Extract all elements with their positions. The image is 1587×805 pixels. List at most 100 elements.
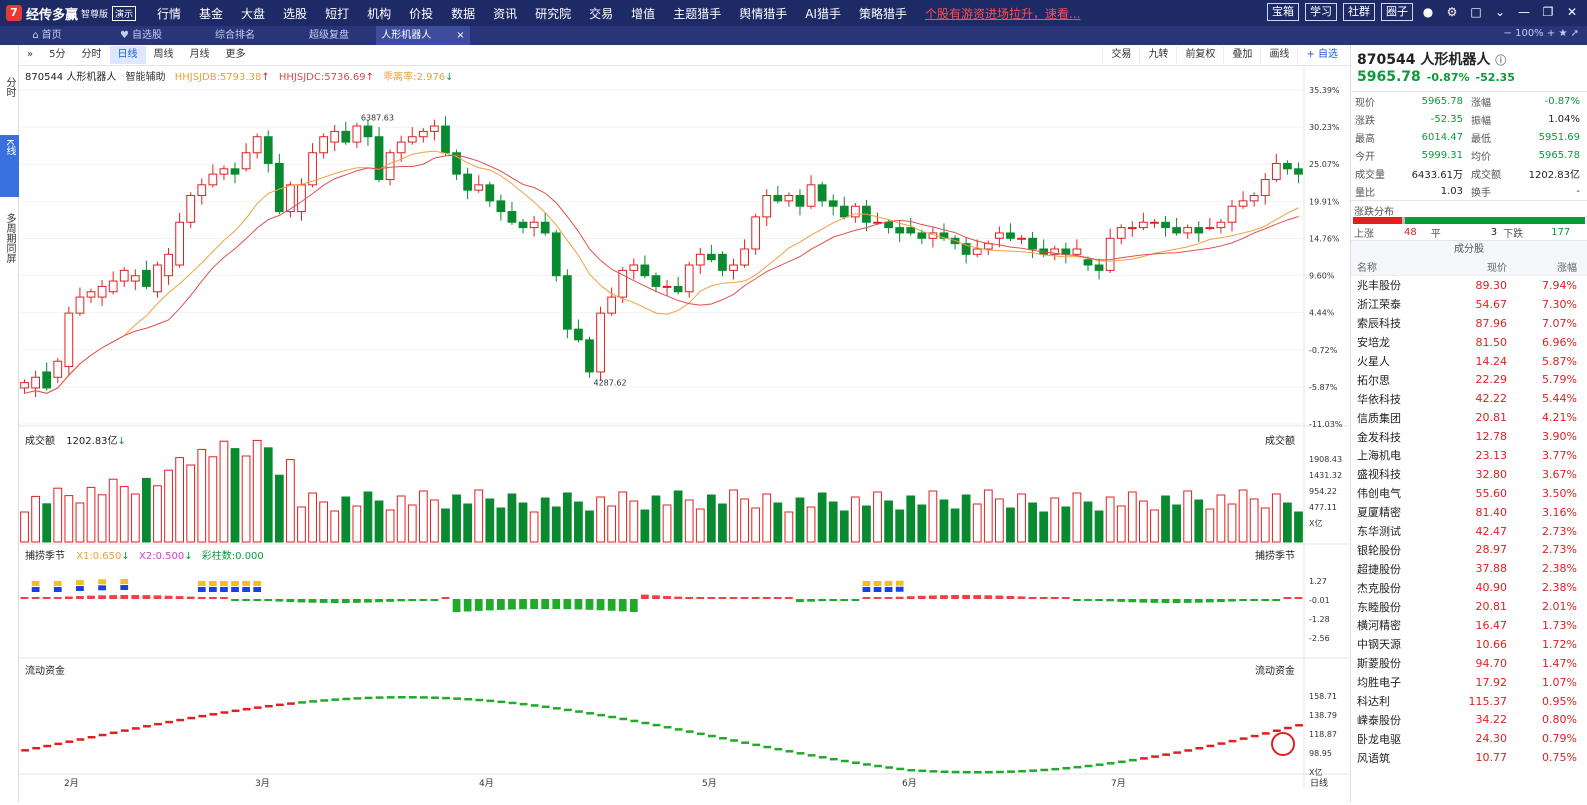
gear-icon[interactable]: ⚙	[1446, 5, 1458, 19]
restore-icon[interactable]: ❐	[1542, 5, 1554, 19]
period-5min[interactable]: 5分	[49, 49, 66, 60]
menu-item[interactable]: 大盘	[241, 6, 266, 21]
volume-bar	[374, 500, 384, 543]
period-daily[interactable]: 日线	[109, 46, 146, 64]
table-row[interactable]: 横河精密 16.47 1.73%	[1351, 616, 1587, 635]
info-icon[interactable]: ⓘ	[1495, 54, 1507, 67]
menu-item[interactable]: 研究院	[535, 6, 572, 21]
period-monthly[interactable]: 月线	[189, 49, 210, 60]
table-row[interactable]: 嵘泰股份 34.22 0.80%	[1351, 710, 1587, 729]
flow-mark	[65, 740, 74, 743]
table-row[interactable]: 杰克股份 40.90 2.38%	[1351, 578, 1587, 597]
down-label: 下跌	[1503, 228, 1524, 240]
menu-item[interactable]: 增值	[631, 6, 656, 21]
menu-item[interactable]: 短打	[325, 6, 350, 21]
chevron-down-icon[interactable]: ⌄	[1494, 5, 1506, 19]
menu-item[interactable]: 主题猎手	[673, 6, 722, 21]
treasure-button[interactable]: 宝箱	[1267, 3, 1299, 21]
table-row[interactable]: 浙江荣泰 54.67 7.30%	[1351, 295, 1587, 314]
indicator-bar	[330, 599, 339, 603]
table-row[interactable]: 均胜电子 17.92 1.07%	[1351, 673, 1587, 692]
table-row[interactable]: 信质集团 20.81 4.21%	[1351, 408, 1587, 427]
table-row[interactable]: 上海机电 23.13 3.77%	[1351, 446, 1587, 465]
tab-home[interactable]: ⌂ 首页	[0, 26, 94, 45]
quote-value: -0.87%	[1544, 95, 1580, 107]
table-row[interactable]: 中钢天源 10.66 1.72%	[1351, 635, 1587, 654]
menu-item[interactable]: AI猎手	[805, 6, 841, 21]
rail-multi-period[interactable]: 多周期同屏	[0, 209, 19, 271]
table-row[interactable]: 华依科技 42.22 5.44%	[1351, 389, 1587, 408]
menu-alert-link[interactable]: 个股有游资进场拉升，速看...	[924, 6, 1081, 21]
table-row[interactable]: 超捷股份 37.88 2.38%	[1351, 559, 1587, 578]
rail-kline[interactable]: K线	[0, 135, 19, 197]
chart-area[interactable]: 35.39% 30.23% 25.07% 19.91% 14.76% 9.60% 4.44%…	[19, 66, 1350, 802]
minimize-icon[interactable]: —	[1518, 5, 1530, 19]
period-weekly[interactable]: 周线	[153, 49, 174, 60]
table-row[interactable]: 拓尔思 22.29 5.79%	[1351, 370, 1587, 389]
menu-item[interactable]: 策略猎手	[858, 6, 907, 21]
assist-toggle[interactable]: 智能辅助	[125, 72, 166, 83]
menu-item[interactable]: 价投	[409, 6, 434, 21]
rail-timeshare[interactable]: 分时	[0, 73, 19, 105]
menu-item[interactable]: 数据	[451, 6, 476, 21]
close-icon[interactable]: ×	[456, 30, 465, 41]
table-row[interactable]: 斯菱股份 94.70 1.47%	[1351, 654, 1587, 673]
community-button[interactable]: 社群	[1343, 3, 1375, 21]
app-logo[interactable]: 7 经传多赢 智尊版 演示	[0, 4, 148, 23]
table-row[interactable]: 金发科技 12.78 3.90%	[1351, 427, 1587, 446]
table-row[interactable]: 火星人 14.24 5.87%	[1351, 352, 1587, 371]
period-timeshare[interactable]: 分时	[81, 49, 102, 60]
table-row[interactable]: 伟创电气 55.60 3.50%	[1351, 484, 1587, 503]
menu-item[interactable]: 交易	[589, 6, 614, 21]
trade-button[interactable]: 交易	[1102, 46, 1139, 64]
flow-panel-title: 流动资金	[25, 666, 65, 677]
circle-button[interactable]: 圈子	[1381, 3, 1413, 21]
table-row[interactable]: 安培龙 81.50 6.96%	[1351, 333, 1587, 352]
star-icon[interactable]: ★	[1558, 28, 1568, 39]
col-price[interactable]: 现价	[1487, 263, 1507, 274]
menu-item[interactable]: 资讯	[493, 6, 518, 21]
table-row[interactable]: 东睦股份 20.81 2.01%	[1351, 597, 1587, 616]
overlay-button[interactable]: 叠加	[1223, 46, 1260, 64]
zoom-out-icon[interactable]: −	[1503, 28, 1512, 39]
table-row[interactable]: 风语筑 10.77 0.75%	[1351, 748, 1587, 767]
menu-item[interactable]: 机构	[367, 6, 392, 21]
menu-item[interactable]: 行情	[157, 6, 182, 21]
tab-review[interactable]: 超级复盘	[282, 26, 376, 45]
flow-mark	[1007, 770, 1015, 773]
quote-key: 量比	[1355, 187, 1375, 199]
col-change[interactable]: 涨幅	[1557, 263, 1577, 274]
table-row[interactable]: 科达利 115.37 0.95%	[1351, 692, 1587, 711]
nine-turn-button[interactable]: 九转	[1139, 46, 1176, 64]
adjust-button[interactable]: 前复权	[1176, 46, 1223, 64]
table-row[interactable]: 索辰科技 87.96 7.07%	[1351, 314, 1587, 333]
table-row[interactable]: 东华测试 42.47 2.73%	[1351, 522, 1587, 541]
kline-chart-svg[interactable]: 35.39% 30.23% 25.07% 19.91% 14.76% 9.60% 4.44%…	[19, 66, 1350, 802]
table-row[interactable]: 盛视科技 32.80 3.67%	[1351, 465, 1587, 484]
expand-icon[interactable]: »	[27, 49, 34, 60]
learn-button[interactable]: 学习	[1305, 3, 1337, 21]
candle	[108, 280, 118, 293]
zoom-in-icon[interactable]: +	[1546, 28, 1556, 39]
tab-watchlist[interactable]: ♥ 自选股	[94, 26, 188, 45]
candle	[153, 264, 162, 293]
window-icon[interactable]: □	[1470, 5, 1482, 19]
add-watchlist-button[interactable]: + 自选	[1297, 46, 1346, 64]
tab-robot[interactable]: 人形机器人 ×	[376, 26, 470, 45]
table-row[interactable]: 兆丰股份 89.30 7.94%	[1351, 276, 1587, 295]
menu-item[interactable]: 基金	[199, 6, 224, 21]
close-icon[interactable]: ✕	[1566, 5, 1578, 19]
tab-ranking[interactable]: 综合排名	[188, 26, 282, 45]
volume-bar	[972, 503, 982, 543]
draw-line-button[interactable]: 画线	[1260, 46, 1297, 64]
col-name[interactable]: 名称	[1357, 263, 1377, 274]
table-row[interactable]: 夏厦精密 81.40 3.16%	[1351, 503, 1587, 522]
pin-icon[interactable]: ➚	[1570, 28, 1579, 39]
period-more[interactable]: 更多	[225, 49, 246, 60]
menu-item[interactable]: 舆情猎手	[739, 6, 788, 21]
table-row[interactable]: 银轮股份 28.97 2.73%	[1351, 540, 1587, 559]
table-row[interactable]: 卧龙电驱 24.30 0.79%	[1351, 729, 1587, 748]
menu-item[interactable]: 选股	[283, 6, 308, 21]
indicator-bar	[297, 599, 306, 603]
user-icon[interactable]: ●	[1422, 5, 1434, 19]
